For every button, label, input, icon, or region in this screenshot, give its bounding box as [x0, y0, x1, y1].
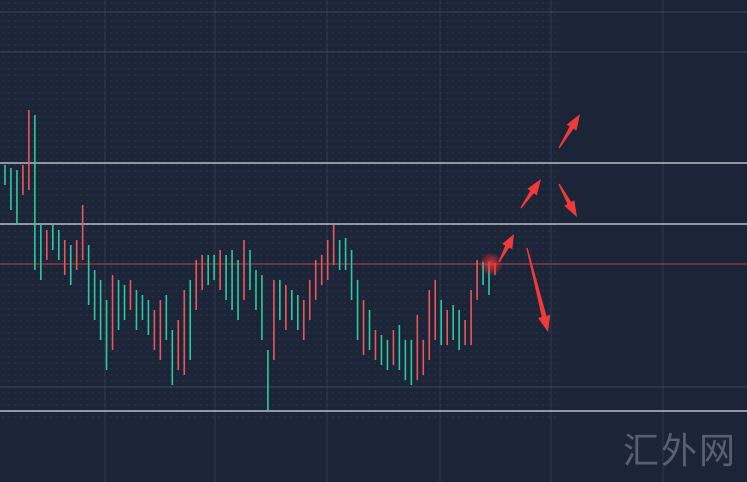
price-glow [479, 252, 503, 276]
arrow-icon [558, 114, 580, 149]
arrow-icon [520, 179, 541, 209]
arrow-icon [498, 234, 514, 263]
watermark: 汇外网 [622, 431, 737, 472]
arrow-icon [526, 247, 551, 332]
dot-texture [0, 0, 560, 420]
arrow-icon [558, 183, 577, 217]
